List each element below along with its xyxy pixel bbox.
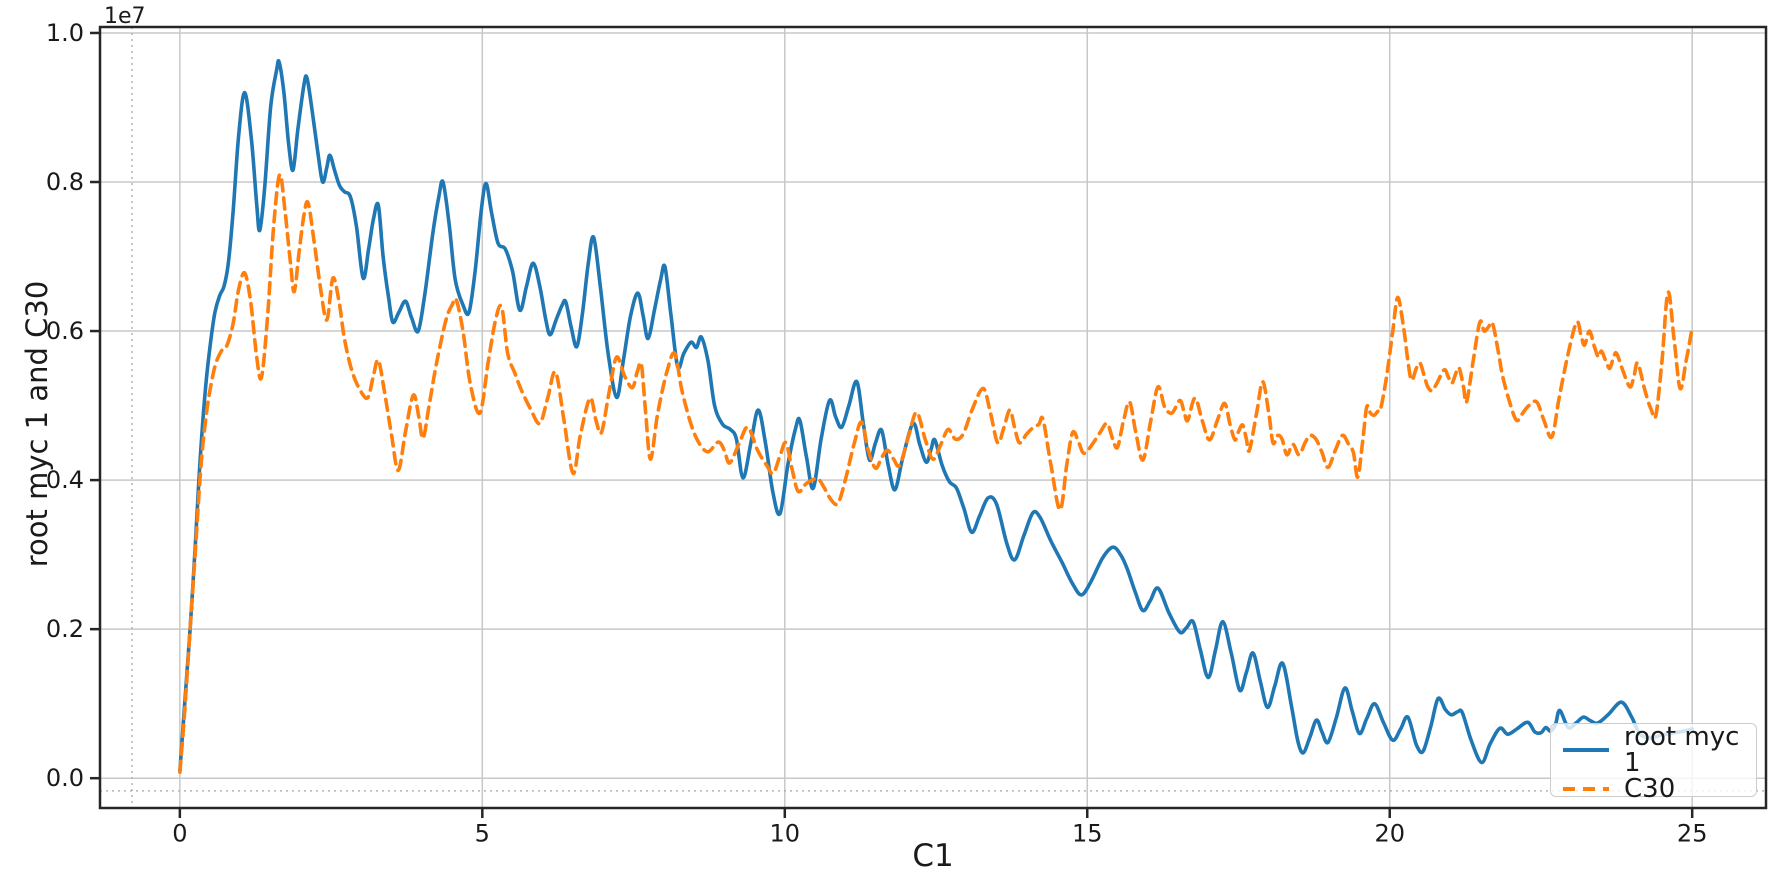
series-line-root-myc-1	[178, 58, 1694, 773]
x-tick-label: 10	[770, 820, 801, 848]
series-line-c30	[178, 172, 1694, 774]
x-tick-label: 5	[475, 820, 490, 848]
y-axis-label: root myc 1 and C30	[20, 280, 54, 568]
y-tick-label: 0.4	[46, 466, 84, 494]
y-tick-label: 0.6	[46, 317, 84, 345]
y-axis-offset-text: 1e7	[104, 4, 146, 29]
legend: root myc 1 C30	[1550, 723, 1757, 802]
axes-spines	[98, 25, 1768, 810]
y-tick-label: 1.0	[46, 19, 84, 47]
legend-item-root-myc-1: root myc 1	[1561, 724, 1756, 776]
legend-label: root myc 1	[1624, 722, 1740, 778]
legend-item-c30: C30	[1561, 776, 1756, 802]
legend-line-sample-solid	[1563, 748, 1609, 752]
legend-line-sample-dashed	[1563, 787, 1609, 791]
x-tick-label: 20	[1374, 820, 1405, 848]
y-tick-label: 0.0	[46, 764, 84, 792]
x-tick-label: 15	[1072, 820, 1103, 848]
x-tick-label: 25	[1677, 820, 1708, 848]
y-tick-label: 0.2	[46, 615, 84, 643]
x-tick-label: 0	[172, 820, 187, 848]
y-tick-label: 0.8	[46, 168, 84, 196]
legend-label: C30	[1624, 774, 1676, 804]
x-axis-label: C1	[912, 838, 954, 874]
